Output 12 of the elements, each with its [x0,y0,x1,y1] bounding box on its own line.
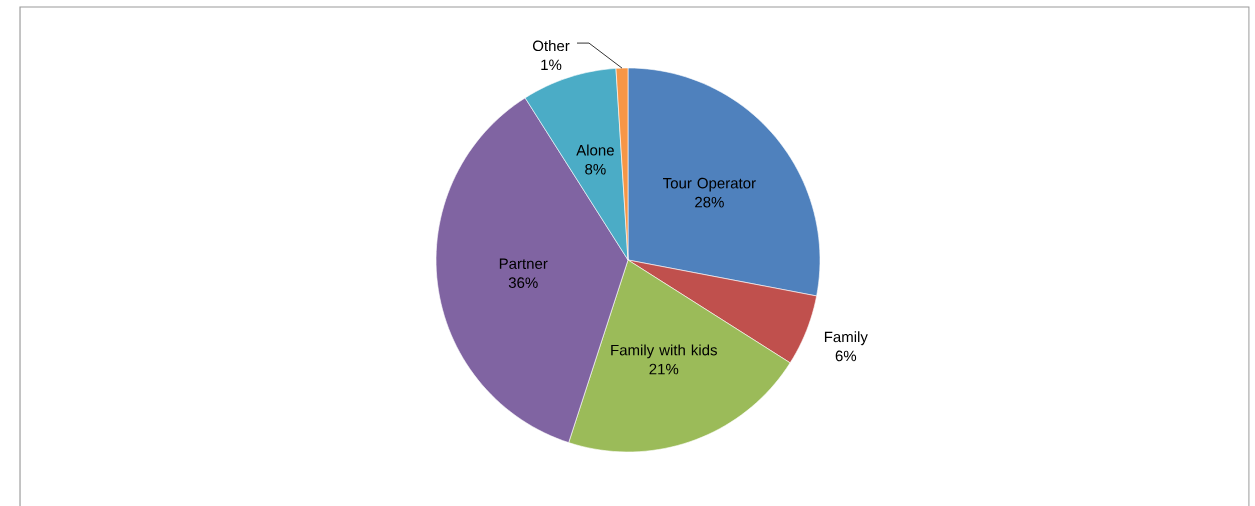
data-label: 6% [835,350,857,362]
data-label: 28% [695,196,724,208]
data-label: 1% [541,59,562,71]
data-label: 36% [508,277,538,288]
slice-label: Partner [499,258,548,269]
data-label: 8% [585,163,606,175]
slice-label: Other [532,40,570,52]
slice-label: Family [824,331,868,346]
data-label: 21% [649,363,679,375]
slice-label: Alone [576,144,614,156]
slice-label: Family with kids [611,344,717,359]
slice-label: Tour Operator [663,177,756,192]
